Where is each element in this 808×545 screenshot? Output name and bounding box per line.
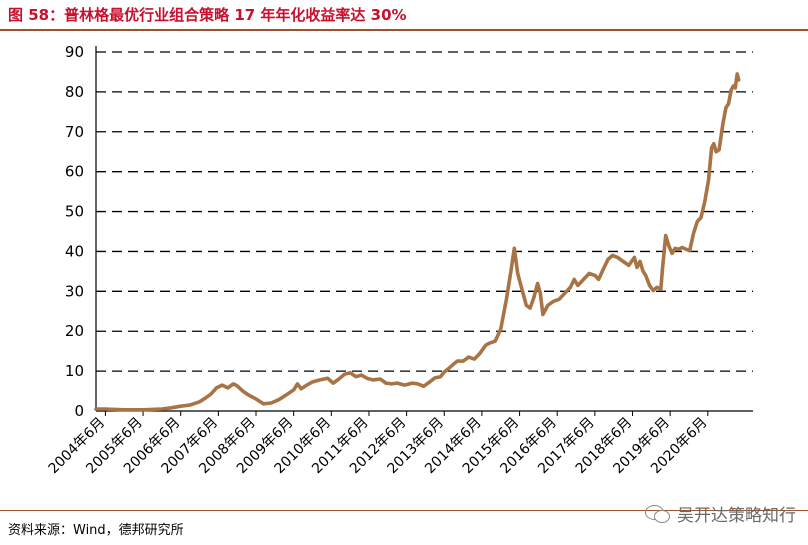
x-tick-labels: 2004年6月2005年6月2006年6月2007年6月2008年6月2009年… [46,415,711,478]
y-tick-40: 40 [65,242,84,260]
source-note: 资料来源：Wind，德邦研究所 [8,523,184,538]
y-tick-10: 10 [65,362,84,380]
axis-layer [95,46,753,416]
watermark-text: 吴开达策略知行 [677,506,796,526]
y-tick-60: 60 [65,163,84,181]
y-tick-90: 90 [65,43,84,61]
watermark: 吴开达策略知行 [645,501,796,526]
grid-layer [96,51,753,372]
y-tick-50: 50 [65,203,84,221]
y-tick-labels: 0 10 20 30 40 50 60 70 80 90 [65,43,84,420]
y-tick-80: 80 [65,83,84,101]
wechat-icon [645,504,671,524]
line-chart: 0 10 20 30 40 50 60 70 80 90 2004年6月2005年6月2006年6… [46,43,753,478]
series-line-0 [94,72,741,412]
y-tick-20: 20 [65,322,84,340]
figure-title: 图 58：普林格最优行业组合策略 17 年年化收益率达 30% [8,6,407,24]
series-layer [94,72,741,412]
footer-divider [0,510,808,511]
y-tick-0: 0 [74,402,84,420]
y-tick-30: 30 [65,282,84,300]
title-divider [0,29,808,31]
y-tick-70: 70 [65,123,84,141]
